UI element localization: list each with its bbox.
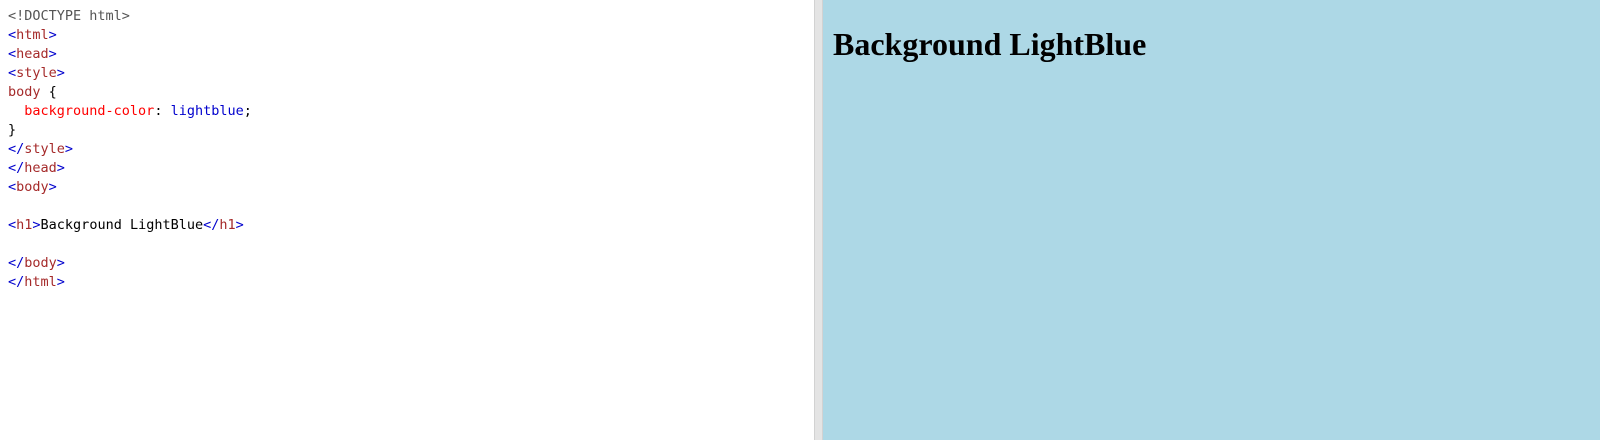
code-line: <head> (8, 45, 814, 64)
code-token: </ (8, 255, 25, 271)
code-token: body (24, 255, 57, 271)
code-token: : (154, 103, 171, 119)
code-token: > (32, 217, 41, 233)
code-token: < (8, 65, 17, 81)
code-line: background-color: lightblue; (8, 102, 814, 121)
code-token: html (24, 274, 57, 290)
code-editor[interactable]: <!DOCTYPE html> <html> <head> <style> body {… (0, 0, 814, 440)
code-token: < (8, 27, 17, 43)
code-token: > (56, 65, 65, 81)
code-token: < (8, 46, 17, 62)
code-token: </ (8, 274, 25, 290)
code-line: body { (8, 83, 814, 102)
code-line: </html> (8, 273, 814, 292)
code-token: lightblue (170, 103, 244, 119)
code-token: background-color (8, 103, 155, 119)
code-token: head (24, 160, 57, 176)
code-token: > (56, 160, 65, 176)
code-token: style (24, 141, 65, 157)
code-line: </style> (8, 140, 814, 159)
result-preview: Background LightBlue (823, 0, 1600, 440)
code-line: ​ (8, 235, 814, 254)
code-token: </ (8, 160, 25, 176)
code-token: > (56, 255, 65, 271)
code-token: < (8, 217, 17, 233)
result-heading: Background LightBlue (833, 26, 1147, 62)
code-token: > (56, 274, 65, 290)
code-line: <style> (8, 64, 814, 83)
code-token: <!DOCTYPE html> (8, 8, 130, 24)
code-token: body (8, 84, 49, 100)
code-token: body (16, 179, 49, 195)
code-token: > (235, 217, 244, 233)
code-line: </head> (8, 159, 814, 178)
code-line: </body> (8, 254, 814, 273)
code-token: > (48, 27, 57, 43)
code-line: <html> (8, 26, 814, 45)
code-token: { (48, 84, 57, 100)
code-token: html (16, 27, 49, 43)
code-line: <h1>Background LightBlue</h1> (8, 216, 814, 235)
code-line: <!DOCTYPE html> (8, 7, 814, 26)
code-token: h1 (219, 217, 236, 233)
code-token: ; (243, 103, 252, 119)
code-token: </ (8, 141, 25, 157)
code-token: h1 (16, 217, 33, 233)
code-line: ​ (8, 197, 814, 216)
pane-divider[interactable] (814, 0, 823, 440)
code-token: < (8, 179, 17, 195)
code-token: style (16, 65, 57, 81)
code-line: } (8, 121, 814, 140)
code-token: > (64, 141, 74, 157)
code-token: > (48, 179, 57, 195)
code-token: head (16, 46, 49, 62)
code-line: <body> (8, 178, 814, 197)
code-token: > (48, 46, 57, 62)
code-token: } (8, 122, 17, 138)
code-token: Background LightBlue (40, 217, 204, 233)
code-token: </ (203, 217, 220, 233)
